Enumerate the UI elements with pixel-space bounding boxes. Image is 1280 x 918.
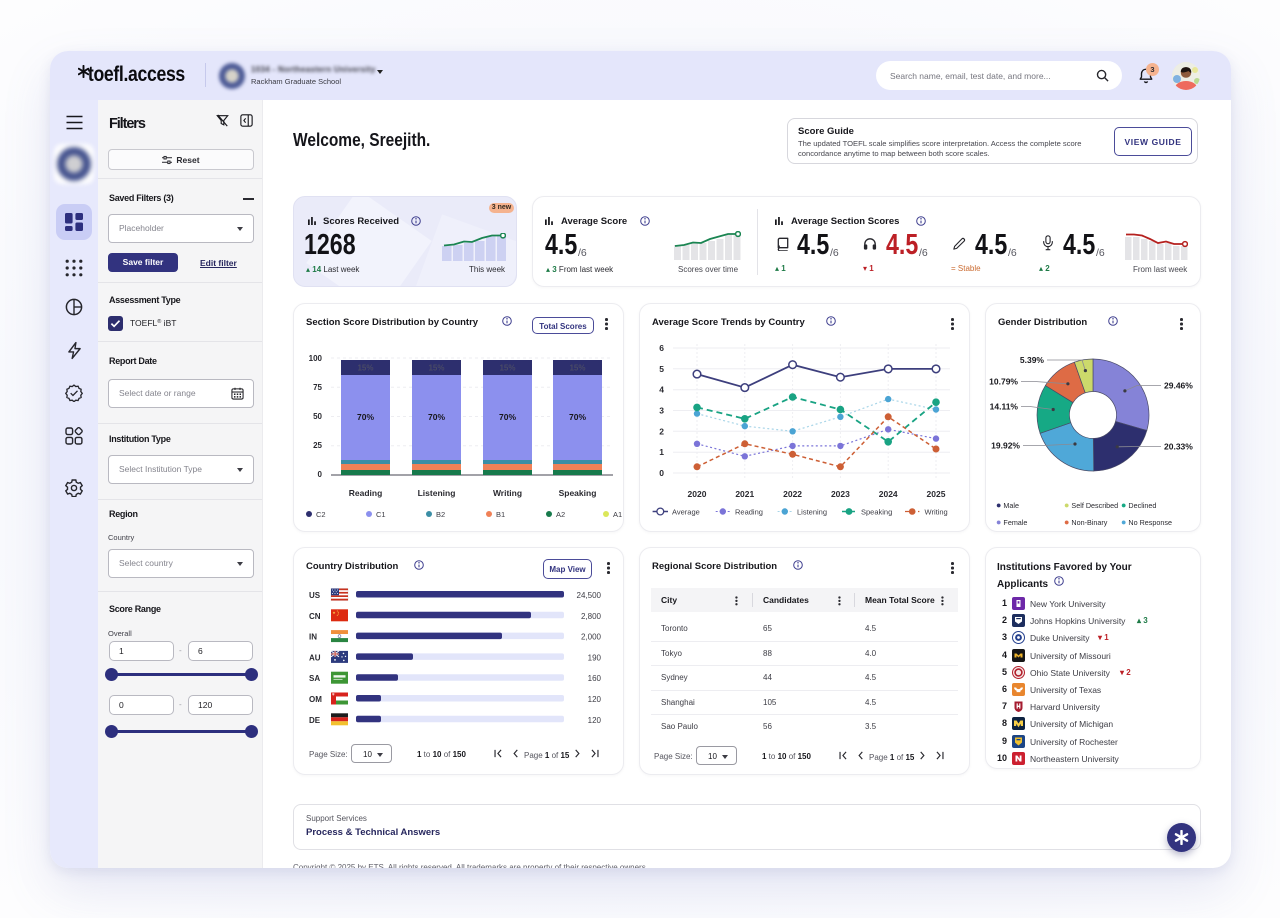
- svg-text:70%: 70%: [499, 412, 516, 422]
- svg-text:B1: B1: [496, 510, 505, 519]
- svg-text:C2: C2: [316, 510, 326, 519]
- svg-text:0: 0: [659, 468, 664, 478]
- svg-text:10.79%: 10.79%: [989, 377, 1018, 387]
- svg-text:US: US: [309, 591, 321, 600]
- svg-text:IN: IN: [309, 633, 317, 642]
- svg-text:120: 120: [588, 716, 602, 725]
- svg-text:50: 50: [313, 412, 322, 421]
- svg-text:2021: 2021: [735, 489, 754, 499]
- svg-text:DE: DE: [309, 716, 321, 725]
- svg-text:25: 25: [313, 441, 322, 450]
- svg-text:160: 160: [588, 674, 602, 683]
- svg-text:70%: 70%: [357, 412, 374, 422]
- svg-text:Writing: Writing: [925, 508, 948, 517]
- svg-text:2024: 2024: [879, 489, 898, 499]
- svg-text:0: 0: [318, 470, 323, 479]
- svg-text:Average: Average: [672, 508, 700, 517]
- svg-text:4: 4: [659, 385, 664, 395]
- svg-text:15%: 15%: [569, 364, 585, 373]
- svg-text:15%: 15%: [499, 364, 515, 373]
- svg-text:190: 190: [588, 653, 602, 662]
- svg-text:Reading: Reading: [349, 488, 383, 498]
- svg-text:75: 75: [313, 383, 322, 392]
- svg-text:120: 120: [588, 695, 602, 704]
- svg-text:2,000: 2,000: [581, 633, 602, 642]
- svg-text:Reading: Reading: [735, 508, 763, 517]
- svg-text:Listening: Listening: [418, 488, 456, 498]
- svg-text:2020: 2020: [688, 489, 707, 499]
- svg-text:1: 1: [659, 447, 664, 457]
- svg-text:Writing: Writing: [493, 488, 522, 498]
- svg-text:15%: 15%: [357, 364, 373, 373]
- svg-text:A2: A2: [556, 510, 565, 519]
- svg-text:5.39%: 5.39%: [1020, 355, 1045, 365]
- svg-text:2023: 2023: [831, 489, 850, 499]
- svg-text:29.46%: 29.46%: [1164, 381, 1193, 391]
- svg-text:24,500: 24,500: [577, 591, 602, 600]
- svg-text:19.92%: 19.92%: [991, 441, 1020, 451]
- svg-text:CN: CN: [309, 612, 321, 621]
- svg-text:2,800: 2,800: [581, 612, 602, 621]
- svg-text:3: 3: [659, 406, 664, 416]
- svg-text:Listening: Listening: [797, 508, 827, 517]
- svg-text:70%: 70%: [569, 412, 586, 422]
- svg-text:70%: 70%: [428, 412, 445, 422]
- svg-text:Speaking: Speaking: [559, 488, 597, 498]
- svg-text:OM: OM: [309, 695, 322, 704]
- svg-text:SA: SA: [309, 674, 320, 683]
- svg-text:2: 2: [659, 426, 664, 436]
- svg-text:Speaking: Speaking: [861, 508, 892, 517]
- svg-text:6: 6: [659, 343, 664, 353]
- svg-text:5: 5: [659, 364, 664, 374]
- svg-text:AU: AU: [309, 653, 321, 662]
- svg-text:B2: B2: [436, 510, 445, 519]
- svg-text:15%: 15%: [428, 364, 444, 373]
- svg-text:14.11%: 14.11%: [990, 402, 1019, 412]
- svg-text:A1: A1: [613, 510, 622, 519]
- svg-text:C1: C1: [376, 510, 386, 519]
- svg-text:2025: 2025: [927, 489, 946, 499]
- svg-text:2022: 2022: [783, 489, 802, 499]
- svg-text:100: 100: [309, 354, 323, 363]
- svg-text:20.33%: 20.33%: [1164, 442, 1193, 452]
